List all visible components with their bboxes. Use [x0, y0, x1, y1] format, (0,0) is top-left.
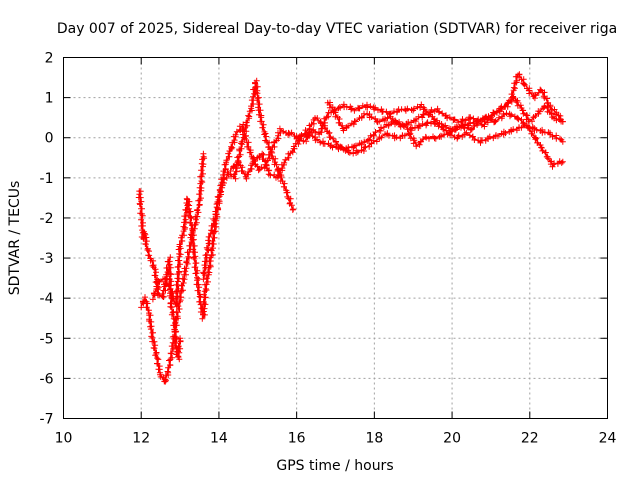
series-satellite-d [200, 71, 566, 283]
x-tick-label: 16 [288, 431, 306, 447]
series-satellite-e [227, 110, 566, 182]
x-tick-label: 14 [210, 431, 228, 447]
y-tick-label: -7 [40, 412, 54, 428]
y-tick-label: 0 [45, 131, 54, 147]
x-tick-label: 24 [599, 431, 617, 447]
x-axis-label: GPS time / hours [276, 458, 393, 474]
x-tick-label: 10 [55, 431, 73, 447]
y-tick-label: -1 [40, 171, 54, 187]
plot-frame [63, 57, 608, 419]
grid [63, 57, 608, 419]
y-tick-label: -5 [40, 331, 54, 347]
series-markers [200, 71, 566, 283]
y-tick-label: -4 [40, 291, 54, 307]
series-satellite-g [324, 93, 566, 134]
series-satellite-c [149, 77, 297, 322]
x-tick-label: 12 [132, 431, 150, 447]
series-markers [324, 93, 566, 134]
series-line [152, 81, 294, 319]
series-markers [138, 150, 208, 385]
y-tick-label: 1 [45, 91, 54, 107]
x-tick-label: 18 [365, 431, 383, 447]
y-axis-label: SDTVAR / TECUs [7, 181, 23, 296]
series-satellite-f [293, 118, 566, 153]
series-markers [293, 118, 566, 153]
data-series [135, 71, 566, 385]
x-tick-label: 20 [443, 431, 461, 447]
y-tick-label: -3 [40, 251, 54, 267]
y-tick-label: -6 [40, 371, 54, 387]
series-markers [149, 77, 297, 322]
y-tick-label: -2 [40, 211, 54, 227]
x-tick-label: 22 [521, 431, 539, 447]
y-tick-label: 2 [45, 51, 54, 67]
chart-title: Day 007 of 2025, Sidereal Day-to-day VTE… [57, 21, 617, 37]
